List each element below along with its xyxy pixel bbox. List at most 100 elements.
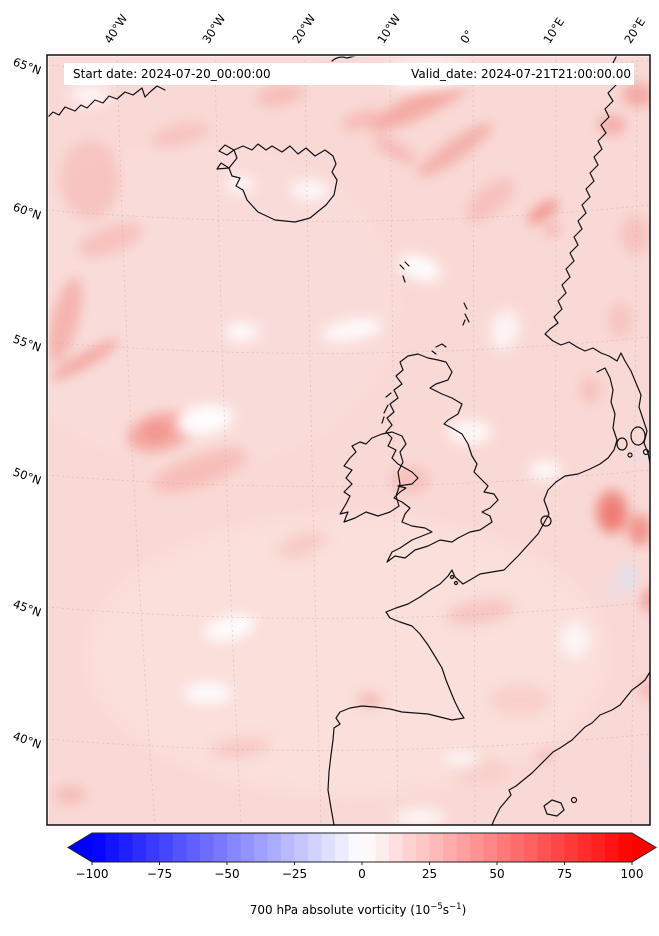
start-date-text: Start date: 2024-07-20_00:00:00 [73,67,271,81]
vorticity-blob [527,200,559,224]
colorbar-tick-label: 25 [421,867,438,881]
colorbar-gradient [92,833,632,862]
vorticity-blob [369,79,471,131]
coast-menorca [570,796,578,804]
vorticity-blob [448,420,492,444]
coast-denmark [555,367,618,483]
coast-island-dot [642,448,650,456]
parallel-line [48,733,651,751]
vorticity-blob [644,751,651,769]
colorbar-tick-label: −100 [75,867,109,881]
vorticity-blob [620,563,636,591]
coast-zealand [630,426,646,446]
lat-tick-label: 55°N [11,331,44,355]
colorbar-tick-label: −25 [281,867,308,881]
vorticity-blob [341,109,379,131]
vorticity-blob [444,752,480,768]
coast-channel-island [453,580,459,586]
coast-greenland [48,85,166,118]
lat-tick-label: 45°N [11,596,44,620]
caption-exp2: −1 [449,902,462,912]
coast-island-dot [627,452,633,458]
vorticity-blob [634,445,646,465]
parallel-line [48,336,651,354]
caption-mid: s [442,903,450,917]
lat-tick-label: 50°N [11,464,44,488]
vorticity-blob [398,254,442,282]
vorticity-blob [87,515,607,795]
lon-tick-label: 30°W [199,11,229,47]
coast-mediterranean-spain [491,671,651,826]
vorticity-blob [226,177,254,193]
coast-mallorca [543,799,565,817]
lat-tick-label: 65°N [11,54,44,78]
coast-continent-west [327,481,557,826]
vorticity-blob [622,83,651,107]
colorbar-tick-marks [91,862,633,865]
colorbar-tick-label: 100 [620,867,644,881]
colorbar-left-arrow [68,833,92,862]
vorticity-blob [226,323,258,341]
parallel-line [48,204,651,222]
vorticity-blob [445,598,515,626]
coast-funen [616,437,628,451]
map-canvas [46,54,651,826]
vorticity-blob [292,180,328,200]
vorticity-blob [322,318,382,342]
coast-ireland [339,431,407,523]
caption-prefix: 700 hPa absolute vorticity (10 [249,903,431,917]
vorticity-blob [150,121,210,149]
vorticity-blob [561,622,589,658]
vorticity-blob [152,447,248,493]
vorticity-blob [529,460,561,480]
vorticity-blob [177,405,233,435]
vorticity-blob [358,692,382,708]
vorticity-blob [210,737,270,759]
coast-iceland [216,143,338,223]
vorticity-blob [54,785,86,805]
lat-tick-label: 60°N [11,199,44,223]
coast-shetland [462,302,470,326]
vorticity-blob [417,122,493,178]
vorticity-field-blobs [48,61,651,825]
colorbar-tick-label: 75 [556,867,573,881]
vorticity-blob [465,177,515,223]
vorticity-blob [184,682,232,704]
vorticity-blob [490,684,550,716]
vorticity-blob [277,530,327,560]
parallel-line [48,469,651,487]
vorticity-blob [621,215,649,255]
colorbar [64,831,659,865]
lon-tick-label: 20°E [621,15,649,46]
vorticity-blob [255,84,305,106]
lon-tick-label: 40°W [101,11,131,47]
lon-tick-label: 10°W [374,11,404,47]
vorticity-blob [48,276,83,364]
lat-tick-label: 40°N [11,728,44,752]
colorbar-tick-label: 50 [489,867,505,881]
vorticity-blob [580,376,600,404]
map-border [46,54,651,826]
colorbar-tick-label: −50 [214,867,240,881]
vorticity-blob [204,614,256,642]
colorbar-tick-label: 0 [358,867,366,881]
vorticity-blob [607,584,617,600]
caption-exp1: −5 [430,902,443,912]
vorticity-blob [145,424,159,436]
map-frame [46,54,651,826]
vorticity-blob [395,809,445,825]
vorticity-blob [70,85,110,105]
lon-tick-label: 10°E [540,15,568,46]
vorticity-blob [598,115,626,135]
vorticity-blob [608,302,632,338]
title-strip: Start date: 2024-07-20_00:00:00 Valid_da… [64,63,634,85]
coast-ijsselmeer [540,515,552,527]
colorbar-right-arrow [632,833,656,862]
valid-date-text: Valid_date: 2024-07-21T21:00:00.00 [411,67,631,81]
coast-hebrides [381,392,392,424]
coast-channel-island [449,574,455,580]
vorticity-blob [76,222,144,258]
coast-janmayen [331,56,356,62]
colorbar-canvas [67,832,657,865]
vorticity-blob [537,749,553,761]
